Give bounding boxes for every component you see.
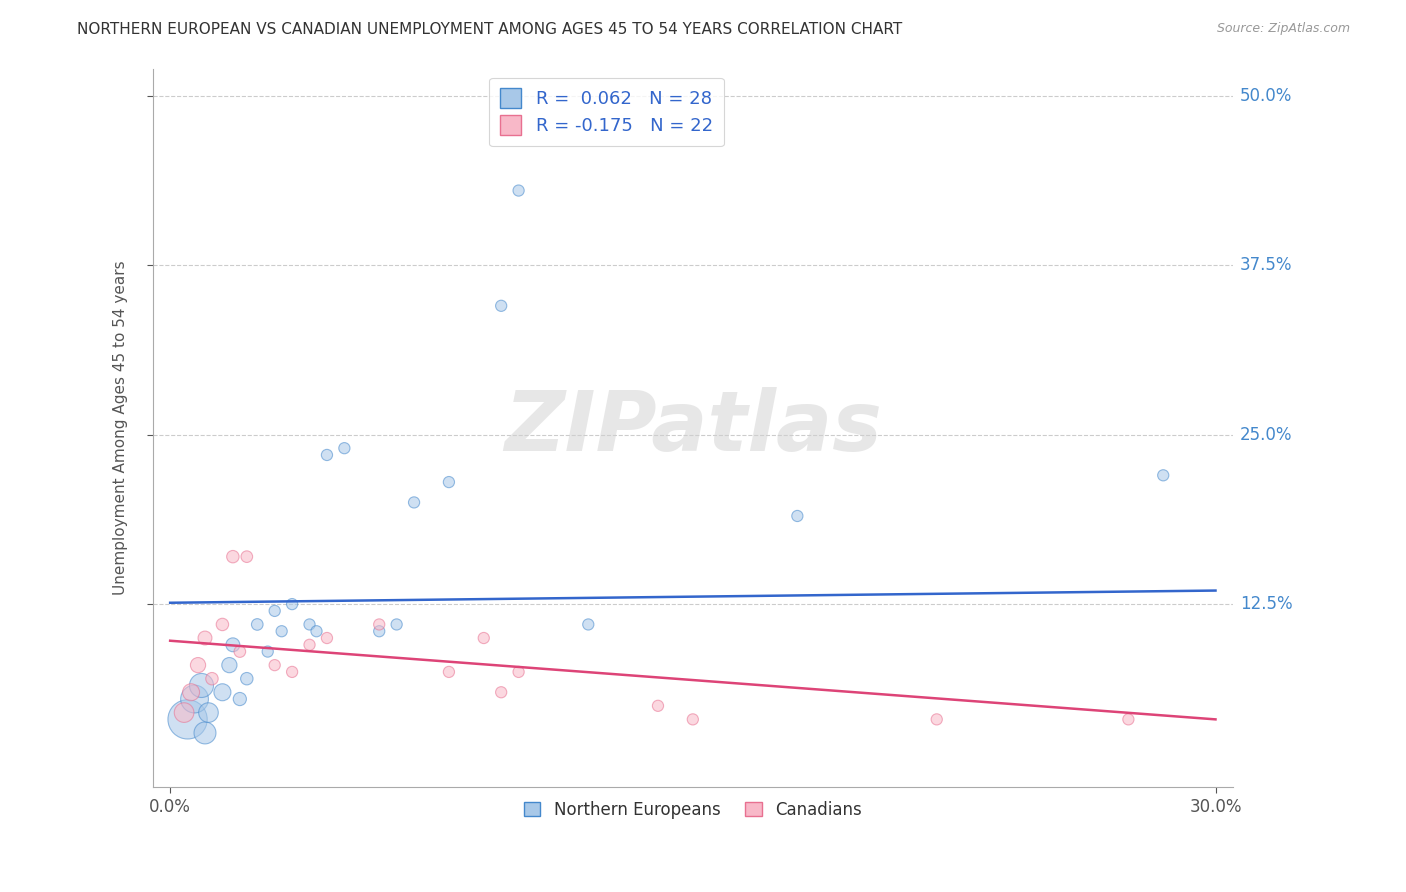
Point [402,495,425,509]
Point [333,441,356,455]
Point [190,678,212,692]
Point [647,698,669,713]
Point [576,617,599,632]
Point [229,644,252,658]
Point [211,685,233,699]
Point [281,665,304,679]
Point [222,549,245,564]
Point [298,617,321,632]
Text: Source: ZipAtlas.com: Source: ZipAtlas.com [1216,22,1350,36]
Point [183,692,205,706]
Point [508,665,530,679]
Text: 25.0%: 25.0% [1240,425,1292,443]
Point [194,631,217,645]
Point [218,658,240,673]
Legend: Northern Europeans, Canadians: Northern Europeans, Canadians [517,794,869,826]
Point [246,617,269,632]
Point [201,672,224,686]
Point [180,685,202,699]
Point [508,184,530,198]
Point [281,597,304,611]
Point [236,672,259,686]
Point [316,448,339,462]
Point [236,549,259,564]
Point [263,658,285,673]
Text: 37.5%: 37.5% [1240,256,1292,274]
Y-axis label: Unemployment Among Ages 45 to 54 years: Unemployment Among Ages 45 to 54 years [114,260,128,595]
Text: 50.0%: 50.0% [1240,87,1292,104]
Point [270,624,292,639]
Point [194,726,217,740]
Text: 12.5%: 12.5% [1240,595,1292,613]
Point [298,638,321,652]
Point [368,624,391,639]
Point [316,631,339,645]
Text: ZIPatlas: ZIPatlas [503,387,882,468]
Point [197,706,219,720]
Point [472,631,495,645]
Point [489,685,512,699]
Point [222,638,245,652]
Point [256,644,278,658]
Point [187,658,209,673]
Point [786,508,808,523]
Point [211,617,233,632]
Point [437,475,460,489]
Point [925,712,948,726]
Point [176,712,198,726]
Point [368,617,391,632]
Point [263,604,285,618]
Point [489,299,512,313]
Point [305,624,328,639]
Point [1152,468,1174,483]
Point [682,712,704,726]
Point [385,617,408,632]
Point [1118,712,1140,726]
Point [229,692,252,706]
Point [173,706,195,720]
Point [437,665,460,679]
Text: NORTHERN EUROPEAN VS CANADIAN UNEMPLOYMENT AMONG AGES 45 TO 54 YEARS CORRELATION: NORTHERN EUROPEAN VS CANADIAN UNEMPLOYME… [77,22,903,37]
